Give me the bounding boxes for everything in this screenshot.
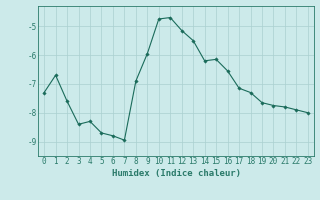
X-axis label: Humidex (Indice chaleur): Humidex (Indice chaleur)	[111, 169, 241, 178]
